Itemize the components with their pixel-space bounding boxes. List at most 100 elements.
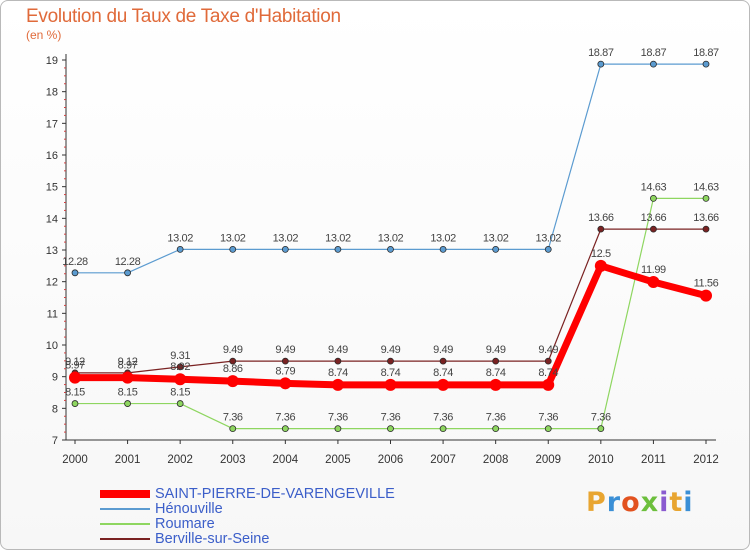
series-roumare bbox=[71, 194, 710, 433]
data-point-saint-pierre bbox=[594, 259, 607, 272]
data-label-saint-pierre: 8.97 bbox=[65, 360, 85, 372]
logo-letter: i bbox=[659, 487, 670, 518]
data-label-roumare: 7.36 bbox=[538, 412, 558, 424]
data-point-roumare bbox=[492, 425, 500, 433]
legend-item-saint-pierre: SAINT-PIERRE-DE-VARENGEVILLE bbox=[100, 486, 395, 502]
data-label-henouville: 13.02 bbox=[378, 232, 404, 244]
x-tick-label: 2004 bbox=[273, 454, 299, 466]
legend-item-henouville: Hénouville bbox=[100, 501, 223, 517]
data-point-saint-pierre bbox=[279, 377, 292, 390]
data-label-berville: 13.66 bbox=[588, 212, 614, 224]
x-tick-label: 2000 bbox=[62, 454, 88, 466]
data-point-henouville bbox=[281, 245, 289, 253]
data-label-saint-pierre: 8.74 bbox=[328, 367, 348, 379]
data-point-henouville bbox=[597, 60, 605, 68]
data-point-berville bbox=[650, 225, 657, 233]
data-label-berville: 9.49 bbox=[275, 344, 295, 356]
data-point-berville bbox=[544, 357, 552, 365]
data-label-berville: 9.49 bbox=[381, 344, 401, 356]
x-tick-label: 2010 bbox=[588, 454, 614, 466]
data-point-roumare bbox=[176, 400, 184, 407]
y-tick-label: 14 bbox=[46, 213, 58, 225]
data-point-saint-pierre bbox=[226, 375, 239, 388]
y-tick-label: 16 bbox=[46, 150, 58, 162]
y-tick-label: 10 bbox=[46, 340, 58, 352]
proxiti-logo: Proxiti bbox=[586, 487, 694, 518]
data-label-berville: 9.49 bbox=[328, 344, 348, 356]
series-henouville bbox=[71, 60, 710, 277]
data-label-berville: 9.12 bbox=[118, 356, 138, 368]
data-label-saint-pierre: 8.92 bbox=[170, 361, 190, 373]
legend-swatch-henouville bbox=[100, 508, 150, 510]
data-label-berville: 9.49 bbox=[223, 344, 243, 356]
data-label-saint-pierre: 8.79 bbox=[275, 365, 295, 377]
x-tick-label: 2001 bbox=[115, 454, 141, 466]
data-point-berville bbox=[387, 357, 394, 365]
data-label-saint-pierre: 8.97 bbox=[118, 360, 138, 372]
data-label-saint-pierre: 8.74 bbox=[381, 367, 401, 379]
data-label-henouville: 18.87 bbox=[588, 47, 614, 59]
data-point-berville bbox=[334, 357, 342, 365]
data-point-henouville bbox=[439, 245, 447, 253]
data-label-saint-pierre: 12.5 bbox=[591, 248, 611, 260]
y-tick-label: 11 bbox=[47, 308, 58, 320]
y-tick-label: 19 bbox=[46, 55, 58, 67]
logo-letter: t bbox=[669, 487, 684, 518]
data-point-saint-pierre bbox=[542, 378, 555, 391]
data-label-roumare: 8.15 bbox=[65, 387, 85, 399]
logo-letter: o bbox=[621, 487, 641, 518]
data-label-henouville: 12.28 bbox=[115, 256, 141, 268]
data-label-henouville: 13.02 bbox=[273, 232, 299, 244]
data-point-roumare bbox=[124, 400, 131, 407]
data-point-saint-pierre bbox=[647, 275, 660, 288]
data-point-henouville bbox=[229, 245, 237, 253]
data-label-saint-pierre: 8.86 bbox=[223, 363, 243, 375]
data-label-henouville: 13.02 bbox=[167, 232, 193, 244]
data-label-roumare: 7.36 bbox=[223, 412, 243, 424]
data-point-roumare bbox=[229, 425, 237, 433]
data-label-berville: 13.66 bbox=[641, 212, 667, 224]
y-tick-label: 15 bbox=[46, 182, 58, 194]
y-tick-label: 7 bbox=[52, 435, 58, 447]
data-label-roumare: 8.15 bbox=[118, 387, 138, 399]
data-label-henouville: 13.02 bbox=[535, 232, 561, 244]
x-tick-label: 2006 bbox=[378, 454, 404, 466]
data-label-henouville: 13.02 bbox=[430, 232, 456, 244]
data-point-berville bbox=[176, 363, 184, 371]
data-point-berville bbox=[439, 357, 447, 365]
y-tick-label: 13 bbox=[46, 245, 58, 257]
series-berville bbox=[71, 225, 710, 377]
data-label-roumare: 7.36 bbox=[328, 412, 348, 424]
data-point-saint-pierre bbox=[384, 378, 397, 391]
data-label-saint-pierre: 11.56 bbox=[694, 278, 719, 290]
series-layer bbox=[69, 60, 712, 433]
data-label-roumare: 7.36 bbox=[381, 412, 401, 424]
data-point-saint-pierre bbox=[331, 378, 344, 391]
legend-swatch-roumare bbox=[100, 523, 150, 525]
logo-letter: i bbox=[683, 487, 694, 518]
data-label-henouville: 13.02 bbox=[483, 232, 509, 244]
data-label-saint-pierre: 8.74 bbox=[538, 367, 558, 379]
data-label-saint-pierre: 11.99 bbox=[641, 264, 666, 276]
legend-swatch-berville bbox=[100, 538, 150, 540]
data-point-henouville bbox=[650, 60, 657, 68]
data-point-roumare bbox=[71, 400, 79, 407]
data-point-henouville bbox=[387, 245, 394, 253]
legend-label-roumare: Roumare bbox=[155, 516, 215, 532]
data-label-roumare: 7.36 bbox=[486, 412, 506, 424]
data-point-saint-pierre bbox=[121, 371, 134, 384]
data-label-roumare: 8.15 bbox=[170, 387, 190, 399]
data-label-roumare: 7.36 bbox=[591, 412, 611, 424]
y-tick-label: 8 bbox=[52, 403, 58, 415]
data-point-berville bbox=[597, 225, 605, 233]
x-tick-label: 2007 bbox=[430, 454, 456, 466]
data-label-roumare: 7.36 bbox=[433, 412, 453, 424]
data-label-henouville: 12.28 bbox=[62, 256, 88, 268]
data-point-henouville bbox=[71, 269, 79, 277]
data-label-henouville: 13.02 bbox=[220, 232, 246, 244]
legend-label-saint-pierre: SAINT-PIERRE-DE-VARENGEVILLE bbox=[155, 486, 395, 502]
legend-label-berville: Berville-sur-Seine bbox=[155, 531, 270, 547]
y-tick-label: 17 bbox=[46, 118, 58, 130]
data-point-saint-pierre bbox=[700, 289, 712, 302]
